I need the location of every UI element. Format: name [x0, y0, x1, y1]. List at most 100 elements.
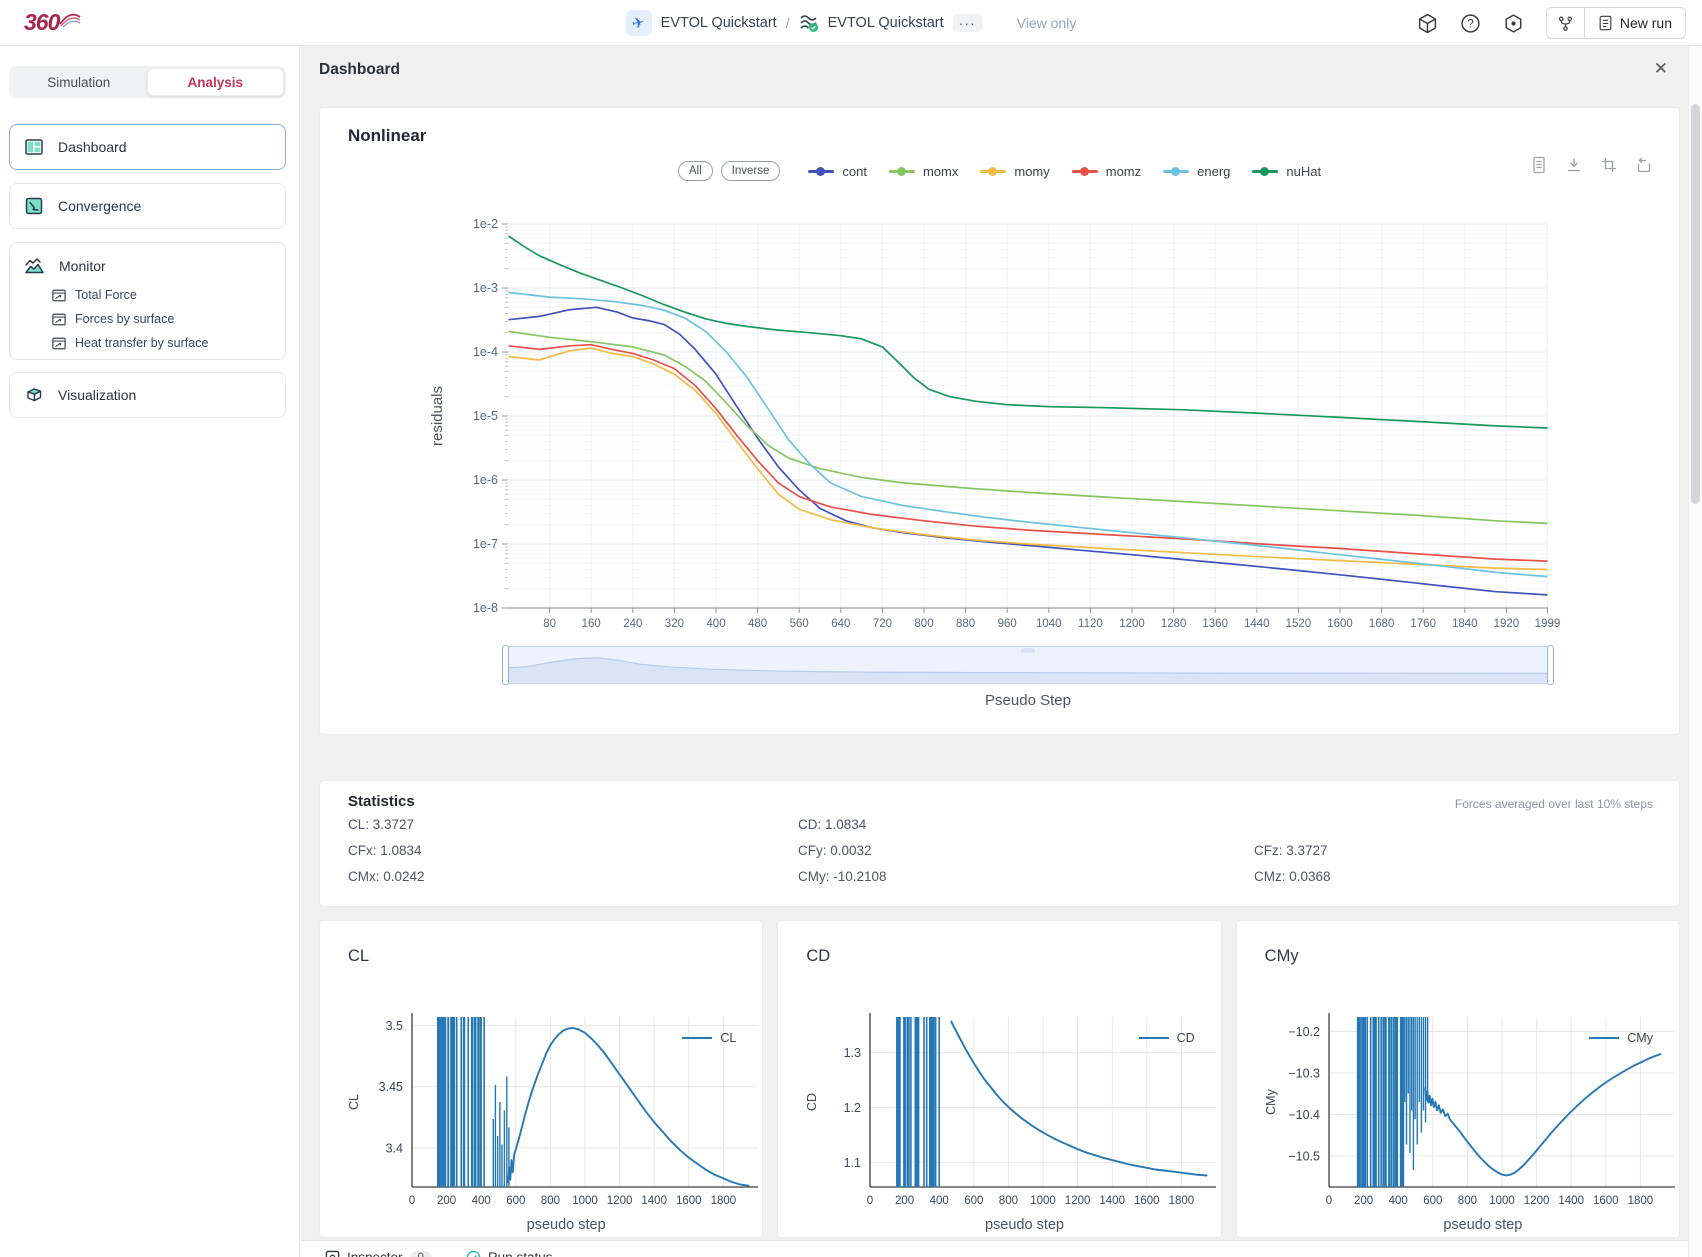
legend-label: momx — [923, 164, 958, 179]
page-scrollbar[interactable] — [1688, 46, 1702, 1257]
svg-text:1840: 1840 — [1452, 618, 1478, 630]
cd-legend[interactable]: CD — [1139, 1031, 1195, 1045]
sidebar-item-monitor[interactable]: Monitor Total Force Forces by surface — [9, 242, 286, 360]
svg-text:1.1: 1.1 — [844, 1156, 861, 1170]
run-status-check-icon — [466, 1250, 481, 1257]
svg-text:1200: 1200 — [1065, 1195, 1091, 1207]
nonlinear-panel: Nonlinear All Inverse contmomxmomymomzen… — [319, 107, 1680, 735]
new-run-button[interactable]: New run — [1585, 8, 1685, 38]
slider-grip[interactable] — [1021, 648, 1035, 653]
svg-text:1e-7: 1e-7 — [473, 537, 498, 551]
cl-chart-title: CL — [348, 947, 369, 966]
zoom-box-icon[interactable] — [1600, 156, 1618, 174]
filter-all-button[interactable]: All — [678, 161, 713, 181]
sidebar-subitem-heat-transfer[interactable]: Heat transfer by surface — [10, 331, 285, 355]
svg-text:1.3: 1.3 — [844, 1046, 861, 1060]
cd-xaxis-title: pseudo step — [838, 1217, 1210, 1233]
legend-item-nuHat[interactable]: nuHat — [1252, 164, 1321, 179]
legend-dot — [1171, 167, 1180, 176]
svg-text:1200: 1200 — [607, 1195, 633, 1207]
legend-dot — [988, 167, 997, 176]
legend-marker — [889, 170, 915, 173]
svg-text:1600: 1600 — [1134, 1195, 1160, 1207]
sidebar-item-dashboard[interactable]: Dashboard — [9, 124, 286, 170]
legend-item-momx[interactable]: momx — [889, 164, 958, 179]
monitor-icon — [24, 256, 45, 276]
monitor-chart-icon — [52, 313, 66, 326]
svg-text:560: 560 — [790, 618, 809, 630]
inspector-button[interactable]: Inspector 0 — [325, 1250, 432, 1257]
legend-item-cont[interactable]: cont — [808, 164, 867, 179]
residuals-chart[interactable]: 1e-21e-31e-41e-51e-61e-71e-8801602403204… — [332, 208, 1662, 636]
svg-text:640: 640 — [831, 618, 850, 630]
cube-icon[interactable] — [1417, 13, 1438, 34]
run-button-group: New run — [1546, 7, 1686, 39]
sidebar-subitem-label: Forces by surface — [75, 312, 174, 326]
sidebar-item-visualization[interactable]: Visualization — [9, 372, 286, 418]
slider-handle-left[interactable] — [502, 645, 509, 685]
breadcrumb-project[interactable]: EVTOL Quickstart — [661, 15, 777, 31]
data-file-icon[interactable] — [1530, 156, 1548, 174]
airplane-icon[interactable]: ✈ — [626, 10, 652, 36]
legend-marker — [1163, 170, 1189, 173]
sidebar-subitem-total-force[interactable]: Total Force — [10, 283, 285, 307]
fork-button[interactable] — [1547, 8, 1585, 38]
svg-text:400: 400 — [472, 1195, 491, 1207]
legend-label: nuHat — [1286, 164, 1321, 179]
filter-inverse-button[interactable]: Inverse — [721, 161, 781, 181]
top-bar: 360 ✈ EVTOL Quickstart / EVTOL Quickstar… — [0, 0, 1702, 46]
legend-marker — [1072, 170, 1098, 173]
svg-text:3.4: 3.4 — [386, 1141, 403, 1155]
bottom-bar: Inspector 0 Run status — [301, 1240, 1688, 1257]
tab-analysis[interactable]: Analysis — [147, 68, 285, 96]
close-icon[interactable]: ✕ — [1650, 57, 1672, 81]
scrollbar-thumb[interactable] — [1691, 104, 1700, 504]
legend-item-momz[interactable]: momz — [1072, 164, 1141, 179]
monitor-chart-icon — [52, 337, 66, 350]
residuals-legend: All Inverse cont momx momy momz energ nuHat — [320, 158, 1679, 184]
svg-text:800: 800 — [541, 1195, 560, 1207]
tab-simulation[interactable]: Simulation — [11, 68, 147, 96]
legend-item-momy[interactable]: momy — [980, 164, 1049, 179]
mesh-icon — [799, 13, 819, 33]
logo-text: 360 — [24, 9, 59, 35]
run-status-button[interactable]: Run status — [466, 1250, 553, 1257]
svg-text:1360: 1360 — [1202, 618, 1228, 630]
svg-text:1200: 1200 — [1119, 618, 1145, 630]
settings-icon[interactable] — [1503, 13, 1524, 34]
legend-marker — [980, 170, 1006, 173]
svg-text:0: 0 — [867, 1195, 873, 1207]
legend-marker — [808, 170, 834, 173]
cl-chart-panel: CL 3.53.453.4020040060080010001200140016… — [319, 920, 763, 1238]
cl-xaxis-title: pseudo step — [380, 1217, 752, 1233]
svg-text:1e-8: 1e-8 — [473, 601, 498, 615]
cl-legend[interactable]: CL — [682, 1031, 736, 1045]
svg-text:1600: 1600 — [676, 1195, 702, 1207]
sidebar-item-convergence[interactable]: Convergence — [9, 183, 286, 229]
breadcrumb-more-button[interactable]: ··· — [953, 14, 982, 32]
legend-label: cont — [842, 164, 867, 179]
breadcrumb-run[interactable]: EVTOL Quickstart — [828, 15, 944, 31]
svg-text:1600: 1600 — [1327, 618, 1353, 630]
slider-handle-right[interactable] — [1547, 645, 1554, 685]
legend-label: CL — [720, 1031, 736, 1045]
range-slider[interactable] — [504, 646, 1552, 684]
cmy-legend[interactable]: CMy — [1589, 1031, 1653, 1045]
legend-item-energ[interactable]: energ — [1163, 164, 1230, 179]
app-logo[interactable]: 360 — [24, 9, 81, 35]
download-icon[interactable] — [1565, 156, 1583, 174]
svg-text:−10.5: −10.5 — [1288, 1149, 1320, 1163]
legend-line — [1589, 1037, 1619, 1040]
statistics-note: Forces averaged over last 10% steps — [1455, 797, 1653, 811]
reset-axes-icon[interactable] — [1635, 156, 1653, 174]
svg-text:800: 800 — [914, 618, 933, 630]
svg-text:3.5: 3.5 — [386, 1019, 403, 1033]
svg-text:3.45: 3.45 — [379, 1080, 403, 1094]
fork-icon — [1557, 15, 1574, 32]
new-run-label: New run — [1620, 15, 1672, 31]
sidebar-subitem-forces-by-surface[interactable]: Forces by surface — [10, 307, 285, 331]
svg-text:320: 320 — [665, 618, 684, 630]
yaxis-title: CD — [805, 1093, 819, 1111]
help-icon[interactable]: ? — [1460, 13, 1481, 34]
legend-label: CD — [1177, 1031, 1195, 1045]
